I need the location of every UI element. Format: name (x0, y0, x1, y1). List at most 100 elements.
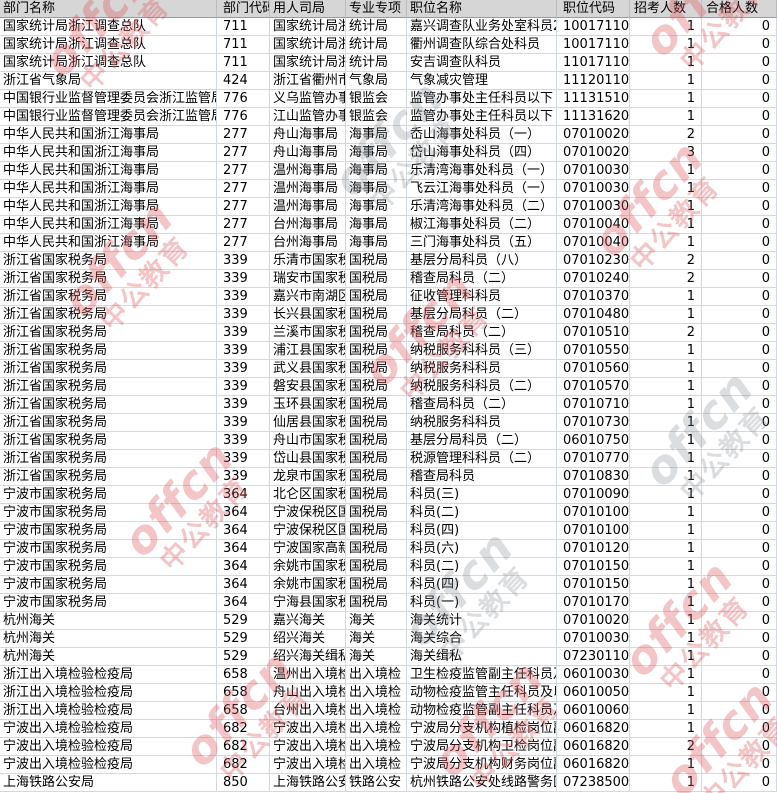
cell-specialty[interactable]: 国税局 (346, 342, 407, 360)
cell-specialty[interactable]: 银监会 (346, 108, 407, 126)
cell-dept-name[interactable]: 国家统计局浙江调查总队 (0, 18, 217, 36)
cell-qualified-count[interactable]: 0 (702, 270, 777, 288)
cell-dept-code[interactable]: 364 (217, 522, 270, 540)
cell-bureau[interactable]: 宁海县国家税 (270, 594, 346, 612)
cell-position-name[interactable]: 基层分局科员（二） (407, 432, 557, 450)
cell-recruit-count[interactable]: 1 (630, 72, 702, 90)
cell-dept-code[interactable]: 339 (217, 396, 270, 414)
cell-position-name[interactable]: 科员(二) (407, 504, 557, 522)
cell-dept-code[interactable]: 682 (217, 756, 270, 774)
cell-bureau[interactable]: 江山监管办事 (270, 108, 346, 126)
cell-dept-name[interactable]: 宁波出入境检验检疫局 (0, 738, 217, 756)
cell-bureau[interactable]: 宁波国家高新 (270, 540, 346, 558)
cell-dept-code[interactable]: 682 (217, 738, 270, 756)
cell-specialty[interactable]: 海事局 (346, 198, 407, 216)
cell-dept-code[interactable]: 424 (217, 72, 270, 90)
cell-dept-code[interactable]: 339 (217, 288, 270, 306)
cell-position-code[interactable]: 1101711020 (557, 54, 630, 72)
cell-dept-name[interactable]: 浙江省国家税务局 (0, 468, 217, 486)
cell-position-code[interactable]: 0701010004 (557, 522, 630, 540)
cell-position-name[interactable]: 岱山海事处科员（四） (407, 144, 557, 162)
cell-dept-code[interactable]: 364 (217, 540, 270, 558)
cell-position-code[interactable]: 0701024002 (557, 270, 630, 288)
cell-recruit-count[interactable]: 1 (630, 180, 702, 198)
cell-dept-name[interactable]: 中华人民共和国浙江海事局 (0, 216, 217, 234)
cell-specialty[interactable]: 国税局 (346, 324, 407, 342)
cell-bureau[interactable]: 国家统计局浙 (270, 18, 346, 36)
cell-bureau[interactable]: 宁波出入境检 (270, 720, 346, 738)
cell-bureau[interactable]: 宁波保税区国 (270, 522, 346, 540)
cell-position-name[interactable]: 稽查局科员（二） (407, 324, 557, 342)
cell-dept-name[interactable]: 宁波出入境检验检疫局 (0, 720, 217, 738)
cell-position-code[interactable]: 0701073003 (557, 414, 630, 432)
cell-recruit-count[interactable]: 2 (630, 270, 702, 288)
cell-qualified-count[interactable]: 0 (702, 342, 777, 360)
cell-position-code[interactable]: 1113151001 (557, 90, 630, 108)
cell-position-code[interactable]: 0701056003 (557, 360, 630, 378)
cell-dept-name[interactable]: 中华人民共和国浙江海事局 (0, 180, 217, 198)
cell-qualified-count[interactable]: 0 (702, 576, 777, 594)
cell-recruit-count[interactable]: 1 (630, 162, 702, 180)
cell-specialty[interactable]: 国税局 (346, 504, 407, 522)
cell-specialty[interactable]: 出入境检 (346, 720, 407, 738)
cell-dept-name[interactable]: 宁波市国家税务局 (0, 486, 217, 504)
cell-qualified-count[interactable]: 0 (702, 594, 777, 612)
cell-position-name[interactable]: 科员(四) (407, 576, 557, 594)
cell-specialty[interactable]: 国税局 (346, 288, 407, 306)
cell-position-name[interactable]: 宁波局分支机构植检岗位副 (407, 720, 557, 738)
cell-recruit-count[interactable]: 1 (630, 576, 702, 594)
cell-position-name[interactable]: 科员(一) (407, 594, 557, 612)
cell-dept-code[interactable]: 658 (217, 702, 270, 720)
cell-dept-name[interactable]: 上海铁路公安局 (0, 774, 217, 792)
cell-position-name[interactable]: 三门海事处科员（五） (407, 234, 557, 252)
cell-specialty[interactable]: 国税局 (346, 540, 407, 558)
cell-position-name[interactable]: 纳税服务科科员（三） (407, 342, 557, 360)
cell-dept-code[interactable]: 339 (217, 252, 270, 270)
cell-bureau[interactable]: 温州出入境检 (270, 666, 346, 684)
cell-position-code[interactable]: 1001711015 (557, 36, 630, 54)
cell-qualified-count[interactable]: 0 (702, 558, 777, 576)
cell-bureau[interactable]: 国家统计局浙 (270, 36, 346, 54)
cell-recruit-count[interactable]: 1 (630, 720, 702, 738)
cell-dept-code[interactable]: 277 (217, 234, 270, 252)
cell-specialty[interactable]: 国税局 (346, 558, 407, 576)
cell-recruit-count[interactable]: 1 (630, 360, 702, 378)
cell-dept-name[interactable]: 浙江省国家税务局 (0, 360, 217, 378)
cell-specialty[interactable]: 国税局 (346, 414, 407, 432)
cell-position-name[interactable]: 监管办事处主任科员以下 (407, 90, 557, 108)
cell-position-code[interactable]: 0601682012 (557, 738, 630, 756)
cell-position-name[interactable]: 杭州铁路公安处线路警务区 (407, 774, 557, 792)
cell-dept-name[interactable]: 宁波市国家税务局 (0, 504, 217, 522)
cell-qualified-count[interactable]: 0 (702, 252, 777, 270)
cell-dept-code[interactable]: 364 (217, 594, 270, 612)
cell-bureau[interactable]: 宁波出入境检 (270, 756, 346, 774)
cell-position-code[interactable]: 0601005002 (557, 684, 630, 702)
cell-bureau[interactable]: 温州海事局 (270, 198, 346, 216)
cell-qualified-count[interactable]: 0 (702, 180, 777, 198)
cell-position-code[interactable]: 0701037003 (557, 288, 630, 306)
cell-dept-name[interactable]: 浙江省国家税务局 (0, 432, 217, 450)
cell-position-code[interactable]: 0601682011 (557, 720, 630, 738)
cell-specialty[interactable]: 国税局 (346, 432, 407, 450)
cell-bureau[interactable]: 舟山海事局 (270, 126, 346, 144)
cell-specialty[interactable]: 国税局 (346, 252, 407, 270)
cell-dept-code[interactable]: 339 (217, 414, 270, 432)
cell-specialty[interactable]: 国税局 (346, 450, 407, 468)
cell-specialty[interactable]: 国税局 (346, 576, 407, 594)
cell-position-name[interactable]: 乐清湾海事处科员（二） (407, 198, 557, 216)
cell-position-name[interactable]: 椒江海事处科员（二） (407, 216, 557, 234)
cell-position-name[interactable]: 纳税服务科科员（二） (407, 378, 557, 396)
cell-position-code[interactable]: 0701002024 (557, 144, 630, 162)
cell-specialty[interactable]: 国税局 (346, 594, 407, 612)
cell-specialty[interactable]: 国税局 (346, 486, 407, 504)
column-header-recruit-count[interactable]: 招考人数 (630, 0, 702, 18)
cell-recruit-count[interactable]: 1 (630, 108, 702, 126)
cell-bureau[interactable]: 瑞安市国家税 (270, 270, 346, 288)
cell-specialty[interactable]: 国税局 (346, 270, 407, 288)
cell-position-name[interactable]: 海关统计 (407, 612, 557, 630)
cell-position-code[interactable]: 0701004004 (557, 216, 630, 234)
cell-recruit-count[interactable]: 1 (630, 468, 702, 486)
cell-qualified-count[interactable]: 0 (702, 306, 777, 324)
cell-position-code[interactable]: 0701002004 (557, 126, 630, 144)
cell-dept-name[interactable]: 浙江出入境检验检疫局 (0, 702, 217, 720)
